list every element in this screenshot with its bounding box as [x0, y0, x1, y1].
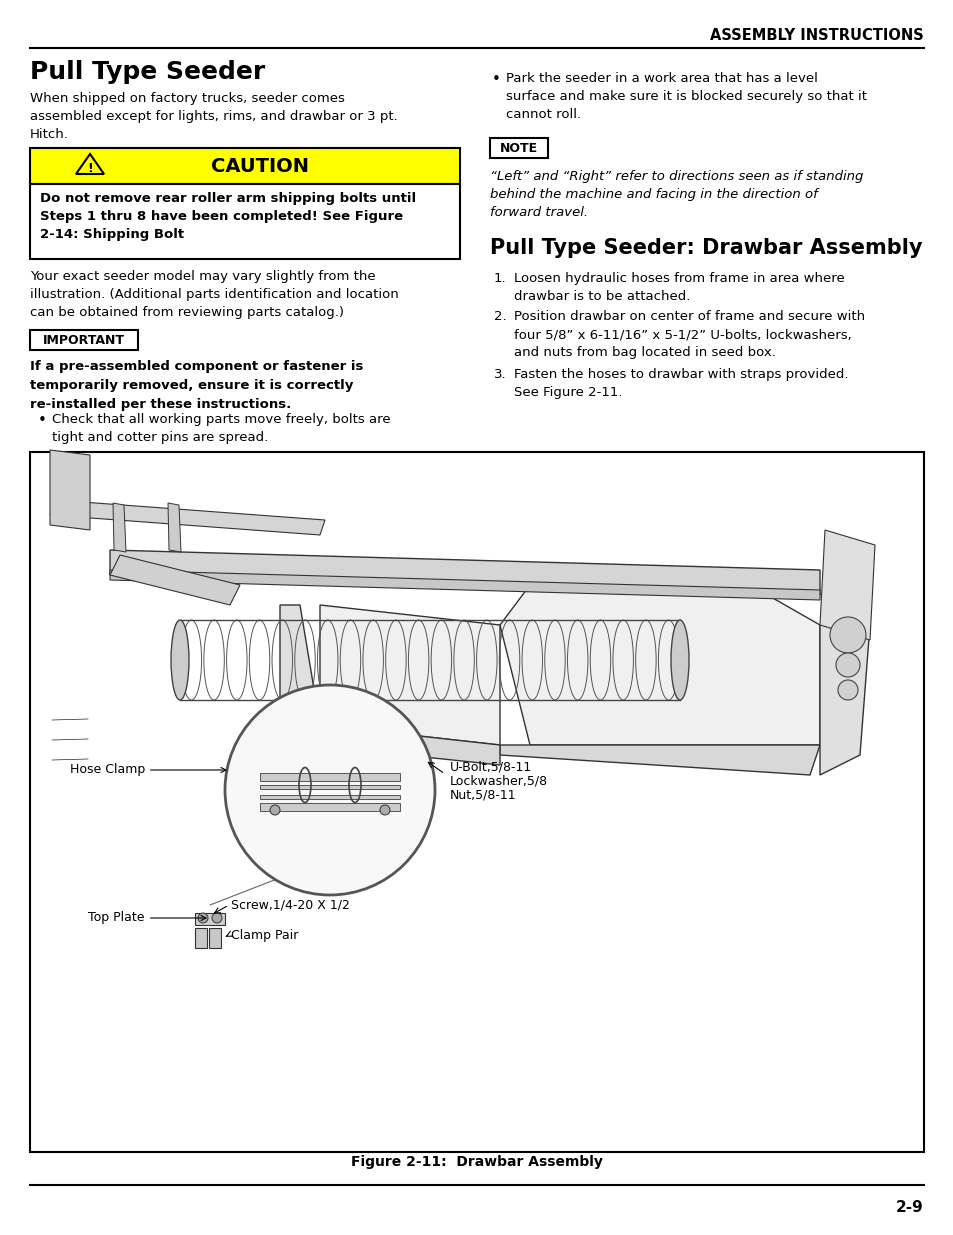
Polygon shape [110, 555, 240, 605]
Text: Check that all working parts move freely, bolts are
tight and cotter pins are sp: Check that all working parts move freely… [52, 412, 390, 445]
Text: 1.: 1. [494, 272, 506, 285]
Text: Figure 2-11:  Drawbar Assembly: Figure 2-11: Drawbar Assembly [351, 1155, 602, 1170]
Text: CAUTION: CAUTION [211, 157, 309, 175]
Text: IMPORTANT: IMPORTANT [43, 333, 125, 347]
Text: Do not remove rear roller arm shipping bolts until
Steps 1 thru 8 have been comp: Do not remove rear roller arm shipping b… [40, 191, 416, 241]
FancyBboxPatch shape [209, 927, 221, 948]
Text: If a pre-assembled component or fastener is
temporarily removed, ensure it is co: If a pre-assembled component or fastener… [30, 359, 363, 411]
Polygon shape [110, 571, 820, 600]
FancyBboxPatch shape [490, 138, 547, 158]
Circle shape [225, 685, 435, 895]
FancyBboxPatch shape [260, 803, 399, 811]
Text: Lockwasher,5/8: Lockwasher,5/8 [450, 774, 548, 787]
Circle shape [837, 680, 857, 700]
Circle shape [379, 805, 390, 815]
FancyBboxPatch shape [30, 184, 459, 259]
FancyBboxPatch shape [30, 330, 138, 350]
Polygon shape [112, 503, 126, 552]
Text: Position drawbar on center of frame and secure with
four 5/8” x 6-11/16” x 5-1/2: Position drawbar on center of frame and … [514, 310, 864, 359]
Text: Fasten the hoses to drawbar with straps provided.
See Figure 2-11.: Fasten the hoses to drawbar with straps … [514, 368, 847, 399]
Polygon shape [310, 725, 499, 764]
FancyBboxPatch shape [30, 452, 923, 1152]
FancyBboxPatch shape [260, 785, 399, 789]
Polygon shape [76, 154, 104, 174]
Polygon shape [820, 530, 874, 640]
FancyBboxPatch shape [194, 927, 207, 948]
Text: Hose Clamp: Hose Clamp [70, 763, 226, 777]
Text: Park the seeder in a work area that has a level
surface and make sure it is bloc: Park the seeder in a work area that has … [505, 72, 866, 121]
Ellipse shape [670, 620, 688, 700]
Text: •: • [38, 412, 47, 429]
Text: •: • [492, 72, 500, 86]
Circle shape [835, 653, 859, 677]
Text: Pull Type Seeder: Pull Type Seeder [30, 61, 265, 84]
Text: Screw,1/4-20 X 1/2: Screw,1/4-20 X 1/2 [231, 899, 350, 911]
Polygon shape [168, 503, 181, 552]
Polygon shape [499, 585, 820, 745]
Text: Clamp Pair: Clamp Pair [231, 929, 298, 941]
Text: “Left” and “Right” refer to directions seen as if standing
behind the machine an: “Left” and “Right” refer to directions s… [490, 170, 862, 219]
Text: NOTE: NOTE [499, 142, 537, 154]
Text: Loosen hydraulic hoses from frame in area where
drawbar is to be attached.: Loosen hydraulic hoses from frame in are… [514, 272, 843, 303]
Text: !: ! [87, 162, 92, 174]
Text: 2-9: 2-9 [895, 1200, 923, 1215]
Text: Pull Type Seeder: Drawbar Assembly: Pull Type Seeder: Drawbar Assembly [490, 238, 922, 258]
Polygon shape [499, 745, 820, 776]
Polygon shape [280, 605, 319, 745]
Text: ASSEMBLY INSTRUCTIONS: ASSEMBLY INSTRUCTIONS [709, 27, 923, 42]
Text: Nut,5/8-11: Nut,5/8-11 [450, 788, 517, 802]
FancyBboxPatch shape [194, 913, 225, 925]
Ellipse shape [171, 620, 189, 700]
Polygon shape [820, 625, 869, 776]
FancyBboxPatch shape [30, 148, 459, 184]
Text: 3.: 3. [494, 368, 506, 382]
Text: When shipped on factory trucks, seeder comes
assembled except for lights, rims, : When shipped on factory trucks, seeder c… [30, 91, 397, 141]
Circle shape [198, 913, 208, 923]
Polygon shape [319, 605, 499, 745]
Text: Your exact seeder model may vary slightly from the
illustration. (Additional par: Your exact seeder model may vary slightl… [30, 270, 398, 319]
Polygon shape [110, 550, 820, 595]
Text: 2.: 2. [494, 310, 506, 324]
Polygon shape [50, 500, 325, 535]
Circle shape [270, 805, 280, 815]
FancyBboxPatch shape [260, 773, 399, 781]
Text: U-Bolt,5/8-11: U-Bolt,5/8-11 [450, 760, 532, 773]
Polygon shape [50, 450, 90, 530]
Text: Top Plate: Top Plate [89, 911, 206, 925]
Circle shape [829, 618, 865, 653]
FancyBboxPatch shape [260, 795, 399, 799]
Circle shape [212, 913, 222, 923]
